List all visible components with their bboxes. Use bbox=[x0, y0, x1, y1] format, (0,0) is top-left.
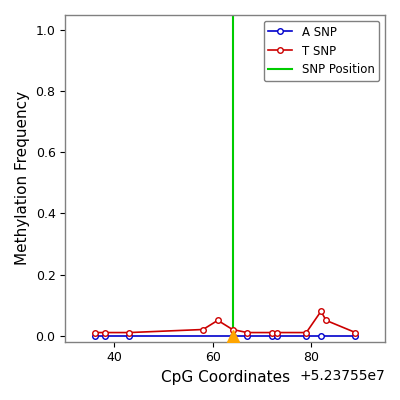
Legend: A SNP, T SNP, SNP Position: A SNP, T SNP, SNP Position bbox=[264, 21, 379, 81]
X-axis label: CpG Coordinates: CpG Coordinates bbox=[160, 370, 290, 385]
Y-axis label: Methylation Frequency: Methylation Frequency bbox=[15, 91, 30, 266]
